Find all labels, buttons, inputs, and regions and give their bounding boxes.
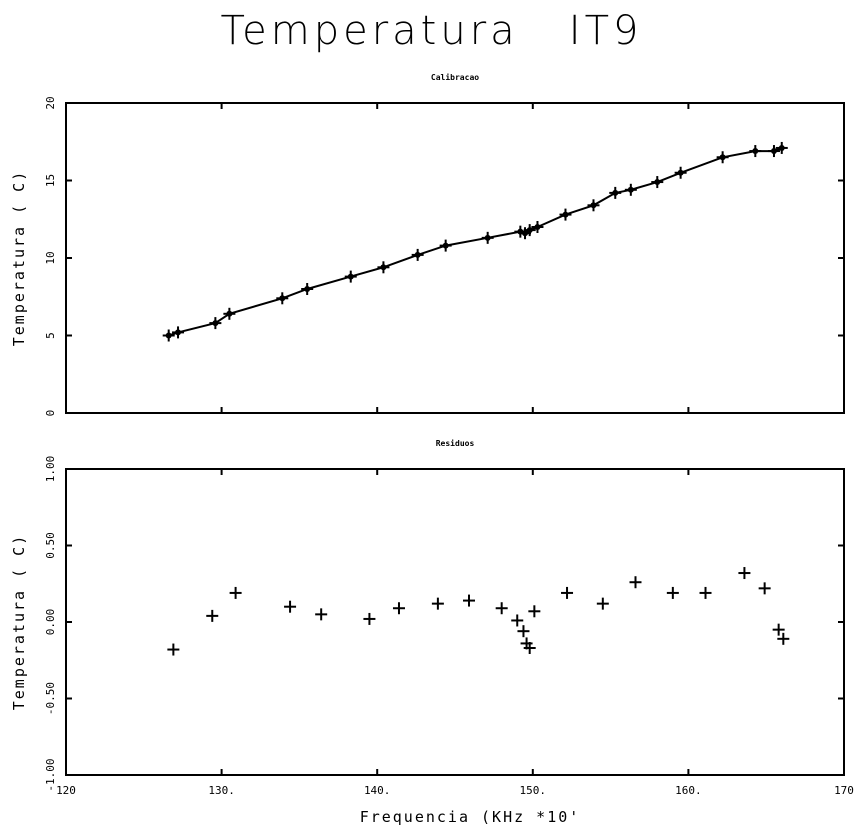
calibration-y-axis-label: Temperatura ( C) <box>10 170 28 347</box>
data-point <box>209 317 222 330</box>
residuals-panel: Residuos 120 130. 140. 150. 160. 170 -1.00 -0.5… <box>10 438 854 797</box>
data-point <box>363 612 376 625</box>
data-point <box>463 594 476 607</box>
residuals-subtitle: Residuos <box>436 438 475 448</box>
y-tick-label: 5 <box>44 332 57 339</box>
x-axis-label: Frequencia (KHz *10' <box>360 808 581 826</box>
calibration-fit-line <box>168 146 783 337</box>
data-point <box>517 625 530 638</box>
calibration-points <box>162 141 788 342</box>
data-point <box>301 283 314 295</box>
y-tick-label: 1.00 <box>44 456 57 483</box>
data-point <box>758 582 771 595</box>
main-title: Temperatura IT9 <box>220 8 643 54</box>
data-point <box>439 239 452 252</box>
data-point <box>772 623 785 636</box>
data-point <box>666 586 679 599</box>
x-tick-label: 170 <box>834 784 854 797</box>
x-tick-label: 160. <box>675 784 702 797</box>
data-point <box>738 567 751 580</box>
data-point <box>162 329 175 342</box>
residuals-points <box>167 567 790 656</box>
y-tick-label: 20 <box>44 96 57 109</box>
data-point <box>223 307 236 320</box>
data-point <box>651 176 664 189</box>
y-tick-label: 15 <box>44 174 57 187</box>
data-point <box>344 270 357 283</box>
y-tick-label: 0.00 <box>44 609 57 636</box>
data-point <box>749 145 762 158</box>
data-point <box>167 643 180 656</box>
data-point <box>716 151 729 164</box>
residuals-plot-frame <box>65 468 845 776</box>
y-tick-label: 0 <box>44 410 57 417</box>
data-point <box>531 221 544 233</box>
data-point <box>629 576 642 589</box>
data-point <box>511 614 524 627</box>
y-tick-label: -0.50 <box>44 682 57 715</box>
data-point <box>411 248 424 261</box>
data-point <box>775 141 788 154</box>
calibration-plot-frame <box>65 102 845 414</box>
y-tick-label: 0.50 <box>44 532 57 559</box>
data-point <box>392 602 405 615</box>
residuals-ticks: 120 130. 140. 150. 160. 170 -1.00 -0.50 0.00 0.50… <box>44 456 854 797</box>
data-point <box>528 605 541 618</box>
data-point <box>495 602 508 615</box>
data-point <box>284 600 297 613</box>
data-point <box>609 186 622 199</box>
data-point <box>699 586 712 599</box>
x-tick-label: 150. <box>520 784 547 797</box>
calibration-subtitle: Calibracao <box>431 72 479 82</box>
data-point <box>559 208 572 221</box>
data-point <box>596 597 609 610</box>
data-point <box>431 597 444 610</box>
data-point <box>172 326 185 339</box>
data-point <box>229 586 242 599</box>
calibration-ticks: 0 5 10 15 20 <box>44 96 845 417</box>
x-tick-label: 120 <box>56 784 76 797</box>
data-point <box>523 642 536 655</box>
data-point <box>206 609 219 622</box>
data-point <box>674 166 687 179</box>
x-tick-label: 140. <box>364 784 391 797</box>
data-point <box>523 224 536 237</box>
data-point <box>377 261 390 274</box>
data-point <box>767 145 780 158</box>
calibration-panel: Calibracao 0 5 10 15 20 Temperatura ( C) <box>10 72 845 417</box>
y-tick-label: 10 <box>44 251 57 264</box>
residuals-y-axis-label: Temperatura ( C) <box>10 534 28 711</box>
data-point <box>777 632 790 645</box>
data-point <box>587 199 600 212</box>
y-tick-label: -1.00 <box>44 758 57 791</box>
data-point <box>561 586 574 599</box>
data-point <box>276 292 289 305</box>
data-point <box>481 231 494 244</box>
data-point <box>624 183 637 196</box>
x-tick-label: 130. <box>208 784 235 797</box>
data-point <box>315 608 328 621</box>
